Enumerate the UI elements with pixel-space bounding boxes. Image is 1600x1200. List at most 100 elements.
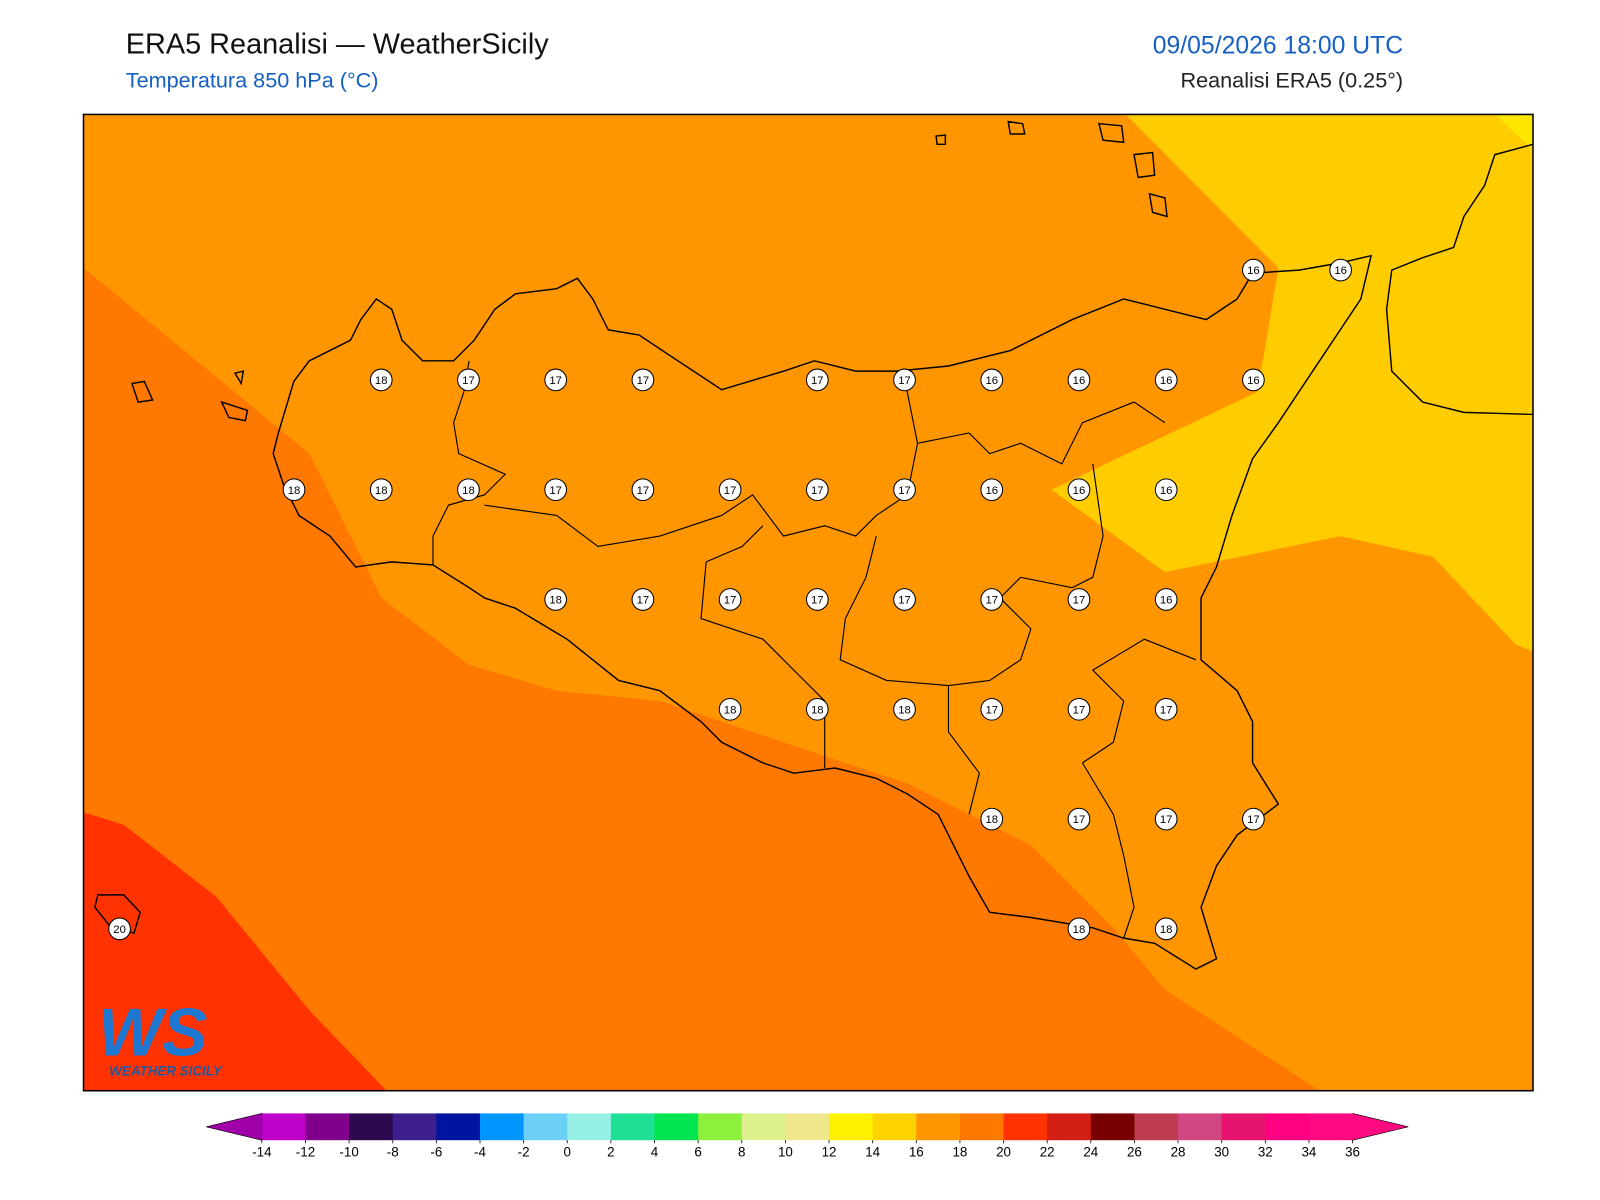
islands — [94, 120, 1168, 934]
colorbar-tick-label: 0 — [564, 1145, 571, 1160]
colorbar: -14 -12 -10 -8 -6 -4 -2 0 2 4 6 8 10 12 14 16 18 20 22 24 26… — [206, 1113, 1409, 1160]
label-circle — [980, 478, 1004, 502]
label-value: 16 — [1247, 265, 1260, 277]
colorbar-tick-label: 10 — [778, 1145, 793, 1160]
label-value: 18 — [1073, 924, 1086, 936]
label-value: 18 — [811, 704, 824, 716]
label-circle — [544, 478, 568, 502]
label-circle — [1067, 807, 1091, 831]
label-circle — [805, 368, 829, 392]
colorbar-tick-label: 16 — [909, 1145, 924, 1160]
label-value: 18 — [549, 595, 562, 607]
colorbar-segment — [480, 1113, 525, 1141]
map-frame — [82, 113, 1534, 1092]
label-circle — [1154, 917, 1178, 941]
label-value: 17 — [549, 375, 562, 387]
colorbar-tick-label: 6 — [694, 1145, 701, 1160]
colorbar-tick-label: 14 — [865, 1145, 880, 1160]
subtitle: Temperatura 850 hPa (°C) — [126, 68, 379, 93]
colorbar-tick-label: -12 — [296, 1145, 315, 1160]
label-circle — [631, 478, 655, 502]
label-circle — [457, 368, 480, 392]
label-value: 18 — [985, 814, 998, 826]
colorbar-tick-label: 2 — [607, 1145, 614, 1160]
label-value: 17 — [811, 595, 824, 607]
label-circle — [893, 478, 916, 502]
province-borders — [432, 360, 1197, 939]
label-circle — [893, 588, 916, 611]
zone-20-22 — [83, 812, 387, 1091]
colorbar-segment — [567, 1113, 612, 1141]
colorbar-under — [206, 1113, 263, 1141]
label-value: 17 — [1160, 704, 1173, 716]
colorbar-segment — [785, 1113, 830, 1141]
label-circle — [718, 697, 742, 721]
colorbar-tick-label: -6 — [430, 1145, 442, 1160]
logo-mark: WS — [98, 995, 208, 1071]
label-circle — [805, 588, 829, 611]
label-value: 18 — [724, 704, 737, 716]
coastline-sicily — [272, 254, 1373, 970]
colorbar-segment — [1265, 1113, 1310, 1141]
colorbar-segment — [1178, 1113, 1223, 1141]
label-circle — [1067, 697, 1091, 721]
colorbar-tick-label: 36 — [1345, 1145, 1360, 1160]
colorbar-tick-label: -8 — [387, 1145, 399, 1160]
label-circle — [457, 478, 480, 502]
label-circle — [1154, 588, 1178, 611]
label-value: 17 — [898, 375, 911, 387]
colorbar-tick-label: 32 — [1258, 1145, 1273, 1160]
label-circle — [1067, 588, 1091, 611]
label-value: 18 — [375, 375, 388, 387]
colorbar-tick-label: 8 — [738, 1145, 745, 1160]
label-value: 18 — [375, 485, 388, 497]
label-circle — [893, 697, 916, 721]
colorbar-tick-label: 22 — [1040, 1145, 1055, 1160]
label-circle — [1329, 258, 1352, 282]
label-circle — [369, 368, 393, 392]
label-circle — [805, 697, 829, 721]
colorbar-segment — [916, 1113, 961, 1141]
label-value: 18 — [462, 485, 475, 497]
colorbar-segment — [1003, 1113, 1048, 1141]
colorbar-segment — [829, 1113, 874, 1141]
label-value: 17 — [898, 485, 911, 497]
label-value: 17 — [724, 485, 737, 497]
colorbar-segment — [349, 1113, 394, 1141]
label-value: 17 — [1073, 814, 1086, 826]
label-circle — [980, 368, 1004, 392]
label-circle — [980, 807, 1004, 831]
label-circle — [282, 478, 306, 502]
label-value: 17 — [1160, 814, 1173, 826]
label-circle — [718, 588, 742, 611]
logo: WS WEATHER SICILY — [98, 995, 223, 1079]
colorbar-tick-label: 24 — [1083, 1145, 1098, 1160]
label-circle — [631, 588, 655, 611]
label-circle — [108, 917, 131, 941]
label-value: 18 — [898, 704, 911, 716]
colorbar-tick-label: -2 — [518, 1145, 530, 1160]
station-labels: 16 16 18 17 17 17 17 17 16 16 16 16 18 18 18 17 17 17 17 17… — [108, 258, 1352, 941]
label-circle — [1154, 697, 1178, 721]
label-value: 17 — [1073, 704, 1086, 716]
label-circle — [544, 588, 568, 611]
label-value: 17 — [724, 595, 737, 607]
colorbar-segment — [436, 1113, 481, 1141]
label-value: 16 — [1160, 595, 1173, 607]
colorbar-tick-label: 26 — [1127, 1145, 1142, 1160]
colorbar-segment — [305, 1113, 350, 1141]
label-value: 17 — [637, 375, 650, 387]
source: Reanalisi ERA5 (0.25°) — [1180, 68, 1403, 93]
label-value: 18 — [288, 485, 301, 497]
colorbar-tick-label: 20 — [996, 1145, 1011, 1160]
colorbar-tick-label: -14 — [252, 1145, 272, 1160]
label-value: 17 — [811, 485, 824, 497]
label-circle — [1154, 478, 1178, 502]
label-circle — [980, 697, 1004, 721]
label-circle — [893, 368, 916, 392]
colorbar-tick-label: 12 — [822, 1145, 837, 1160]
label-circle — [805, 478, 829, 502]
label-value: 16 — [1073, 485, 1086, 497]
title: ERA5 Reanalisi — WeatherSicily — [126, 29, 549, 61]
